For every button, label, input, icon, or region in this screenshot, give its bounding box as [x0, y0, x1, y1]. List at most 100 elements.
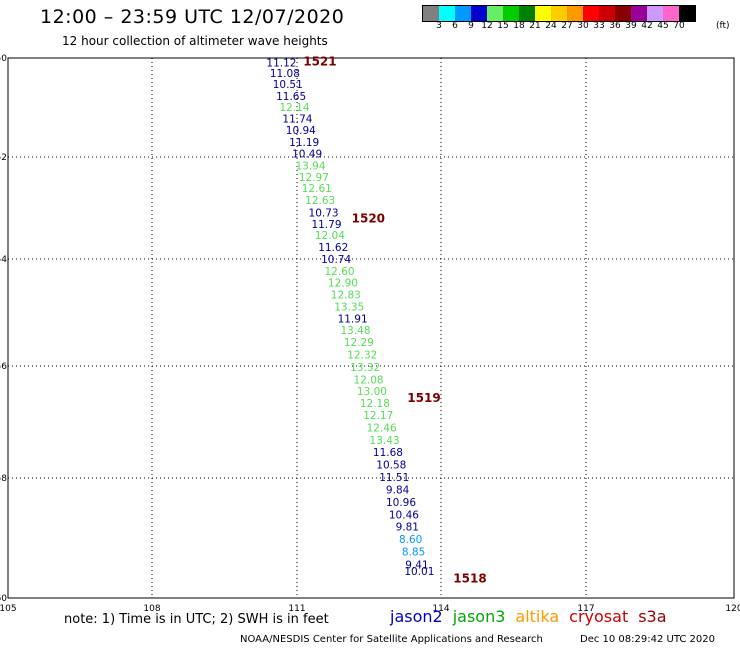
wave-height-value: 11.19 — [289, 137, 319, 149]
color-swatch — [487, 6, 503, 21]
wave-height-value: 11.65 — [276, 91, 306, 103]
legend-jason2: jason2 — [390, 607, 443, 626]
wave-height-value: 12.14 — [279, 102, 309, 114]
wave-height-value: 13.94 — [295, 160, 325, 172]
wave-height-value: 10.46 — [389, 509, 419, 521]
wave-height-value: 10.49 — [292, 149, 322, 161]
color-scale-label: 24 — [545, 21, 557, 31]
wave-height-value: 13.48 — [340, 325, 370, 337]
wave-height-value: 13.32 — [350, 362, 380, 374]
color-swatch — [599, 6, 615, 21]
color-scale-label: 12 — [481, 21, 493, 31]
pass-number-label: 1519 — [407, 391, 440, 405]
legend-s3a: s3a — [638, 607, 667, 626]
pass-number-label: 1520 — [352, 211, 385, 225]
color-swatch — [647, 6, 663, 21]
wave-height-value: 12.97 — [299, 172, 329, 184]
wave-height-value: 10.94 — [286, 125, 316, 137]
color-scale-label: 45 — [657, 21, 669, 31]
longitude-label: 114 — [432, 604, 449, 614]
wave-height-value: 11.08 — [270, 68, 300, 80]
color-scale-label: 3 — [436, 21, 442, 31]
color-swatch — [519, 6, 535, 21]
wave-height-value: 10.73 — [309, 207, 339, 219]
longitude-label: 105 — [0, 604, 17, 614]
color-scale-unit: (ft) — [716, 21, 730, 31]
wave-height-value: 10.74 — [321, 254, 351, 266]
wave-height-value: 10.58 — [376, 460, 406, 472]
wave-height-value: 12.90 — [328, 278, 358, 290]
longitude-label: 120 — [725, 604, 740, 614]
legend-altika: altika — [515, 607, 560, 626]
color-swatch — [615, 6, 631, 21]
wave-height-value: 12.29 — [344, 337, 374, 349]
wave-height-value: 12.46 — [367, 422, 397, 434]
longitude-label: 111 — [288, 604, 305, 614]
wave-height-value: 12.18 — [360, 398, 390, 410]
wave-height-value: 10.96 — [386, 497, 416, 509]
wave-height-value: 12.61 — [302, 183, 332, 195]
color-scale-label: 42 — [641, 21, 653, 31]
color-swatch — [503, 6, 519, 21]
wave-height-value: 11.79 — [311, 219, 341, 231]
color-scale-label: 33 — [593, 21, 605, 31]
color-scale-label: 6 — [452, 21, 458, 31]
note-text: note: 1) Time is in UTC; 2) SWH is in fe… — [64, 612, 329, 627]
wave-height-value: 10.51 — [273, 79, 303, 91]
color-scale-label: 36 — [609, 21, 621, 31]
map-title: 12:00 – 23:59 UTC 12/07/2020 — [40, 6, 345, 28]
wave-height-value: 8.60 — [399, 534, 422, 546]
wave-height-value: 12.83 — [331, 290, 361, 302]
longitude-label: 117 — [577, 604, 594, 614]
wave-height-value: 13.43 — [370, 435, 400, 447]
color-scale-label: 30 — [577, 21, 589, 31]
latitude-label: -50 — [0, 54, 7, 64]
color-swatch — [471, 6, 487, 21]
wave-height-value: 12.08 — [354, 374, 384, 386]
color-swatch — [567, 6, 583, 21]
pass-number-label: 1518 — [453, 571, 486, 585]
color-swatch — [423, 6, 439, 21]
wave-height-value: 11.68 — [373, 447, 403, 459]
longitude-label: 108 — [143, 604, 160, 614]
color-swatch — [631, 6, 647, 21]
color-swatch — [679, 6, 695, 21]
wave-height-value: 11.74 — [282, 113, 312, 125]
wave-height-value: 11.91 — [338, 313, 368, 325]
color-scale-label: 9 — [468, 21, 474, 31]
wave-height-value: 12.60 — [325, 266, 355, 278]
color-scale-bar — [422, 5, 696, 22]
map-subtitle: 12 hour collection of altimeter wave hei… — [62, 34, 328, 48]
wave-height-value: 9.41 — [405, 560, 428, 572]
latitude-label: -54 — [0, 255, 7, 265]
color-scale-label: 15 — [497, 21, 509, 31]
color-scale-label: 27 — [561, 21, 573, 31]
latitude-label: -52 — [0, 153, 7, 163]
wave-height-value: 11.62 — [318, 242, 348, 254]
wave-height-value: 8.85 — [402, 547, 425, 559]
color-scale-label: 18 — [513, 21, 525, 31]
color-scale-label: 70 — [673, 21, 685, 31]
latitude-label: -60 — [0, 594, 7, 604]
satellite-legend: jason2 jason3 altika cryosat s3a — [390, 607, 677, 626]
latitude-label: -58 — [0, 474, 7, 484]
pass-number-label: 1521 — [303, 55, 336, 69]
wave-height-value: 12.63 — [305, 195, 335, 207]
color-swatch — [439, 6, 455, 21]
map-frame — [7, 57, 735, 599]
wave-height-value: 11.51 — [379, 472, 409, 484]
wave-height-value: 12.17 — [363, 410, 393, 422]
credit-text: NOAA/NESDIS Center for Satellite Applica… — [240, 634, 543, 645]
latitude-label: -56 — [0, 362, 7, 372]
wave-height-value: 9.81 — [396, 522, 419, 534]
wave-height-value: 11.12 — [266, 57, 296, 69]
timestamp-text: Dec 10 08:29:42 UTC 2020 — [580, 634, 715, 645]
color-swatch — [583, 6, 599, 21]
legend-cryosat: cryosat — [569, 607, 629, 626]
legend-jason3: jason3 — [452, 607, 506, 626]
wave-height-value: 12.32 — [347, 349, 377, 361]
wave-height-value: 13.35 — [334, 301, 364, 313]
wave-height-value: 12.04 — [315, 230, 345, 242]
wave-height-value: 9.84 — [386, 484, 410, 496]
